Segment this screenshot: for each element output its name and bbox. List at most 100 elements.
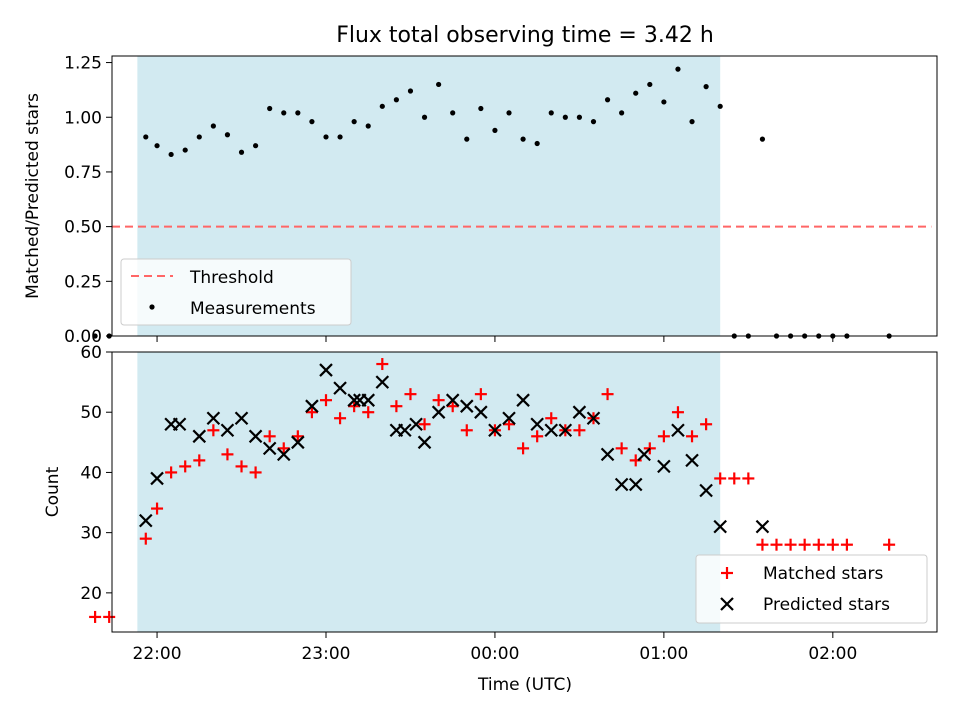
matched-star-marker — [573, 424, 586, 437]
matched-star-marker — [756, 538, 769, 551]
ratio-legend-box — [120, 258, 352, 326]
x-tick-label: 02:00 — [808, 644, 857, 664]
y-tick-label: 0.00 — [64, 327, 102, 347]
measurement-point — [436, 81, 442, 88]
measurement-point — [576, 114, 583, 120]
predicted-star-marker — [417, 435, 432, 450]
matched-star-marker — [615, 442, 628, 455]
measurement-point — [154, 143, 160, 149]
predicted-star-marker — [713, 519, 727, 534]
count-plot-frame — [111, 351, 938, 633]
measurement-point — [492, 127, 498, 133]
measurement-point — [379, 103, 385, 109]
measurement-point — [182, 147, 188, 153]
matched-star-marker — [700, 418, 713, 431]
predicted-star-marker — [361, 393, 376, 407]
measurement-point — [619, 110, 625, 116]
matched-star-marker — [474, 388, 487, 401]
measurement-point — [604, 97, 611, 103]
predicted-star-marker — [347, 393, 361, 407]
matched-star-marker — [277, 442, 290, 455]
measurement-point — [337, 134, 343, 140]
measurement-point — [717, 103, 723, 109]
count-x-axis-label: Time (UTC) — [477, 675, 572, 695]
predicted-star-marker — [671, 423, 685, 438]
matched-star-marker — [432, 394, 445, 407]
predicted-star-marker — [755, 519, 770, 534]
predicted-star-marker — [398, 423, 412, 438]
matched-star-marker — [686, 430, 699, 443]
matched-star-marker — [657, 430, 670, 443]
matched-star-marker — [601, 388, 614, 401]
matched-star-marker — [193, 454, 206, 467]
matched-star-marker — [362, 406, 375, 419]
legend-matched-swatch — [721, 567, 733, 579]
predicted-star-marker — [614, 477, 629, 492]
legend-measurements-label: Measurements — [190, 299, 316, 319]
measurement-point — [365, 123, 371, 129]
count-legend: Matched stars Predicted stars — [695, 554, 928, 624]
measurement-point — [647, 81, 653, 88]
count-y-axis-label: Count — [43, 466, 63, 517]
matched-star-marker — [179, 460, 192, 473]
predicted-star-marker — [558, 423, 573, 438]
predicted-star-marker — [276, 447, 291, 462]
measurement-point — [238, 149, 245, 155]
measurement-point — [196, 134, 202, 140]
measurement-point — [281, 110, 287, 116]
ratio-y-axis-label: Matched/Predicted stars — [23, 93, 43, 299]
measurement-point — [506, 110, 512, 116]
measurement-point — [295, 110, 301, 116]
count-legend-box — [695, 554, 928, 624]
predicted-star-marker — [628, 477, 643, 492]
measurement-point — [309, 119, 315, 125]
measurement-point — [106, 333, 112, 339]
predicted-star-marker — [657, 459, 671, 474]
predicted-star-marker — [600, 447, 615, 462]
y-tick-label: 50 — [80, 403, 102, 423]
measurement-point — [92, 333, 98, 339]
matched-star-marker — [517, 442, 530, 455]
matched-star-marker — [671, 406, 684, 419]
measurement-point — [703, 84, 709, 90]
y-tick-label: 0.75 — [64, 163, 102, 183]
predicted-star-marker — [150, 471, 164, 486]
y-tick-label: 60 — [80, 343, 102, 363]
x-tick-label: 22:00 — [133, 644, 182, 664]
measurement-point — [421, 114, 428, 120]
predicted-star-points — [139, 363, 770, 534]
predicted-star-marker — [305, 399, 319, 413]
predicted-star-marker — [333, 381, 347, 395]
predicted-star-marker — [192, 429, 207, 444]
matched-star-marker — [376, 358, 389, 371]
measurement-point — [464, 136, 470, 142]
measurement-point — [407, 88, 414, 94]
matched-star-marker — [139, 532, 152, 545]
measurement-point — [224, 132, 231, 138]
matched-star-marker — [770, 538, 783, 551]
x-tick-label: 01:00 — [639, 644, 688, 664]
matched-star-marker — [545, 412, 558, 425]
predicted-star-marker — [319, 363, 333, 377]
matched-star-marker — [883, 538, 896, 551]
measurement-point — [759, 136, 766, 142]
measurement-point — [478, 105, 484, 112]
measurement-point — [267, 105, 273, 112]
predicted-star-marker — [637, 447, 651, 462]
matched-star-marker — [249, 466, 262, 479]
predicted-star-marker — [572, 405, 587, 419]
ratio-panel: 0.00 0.25 0.50 0.75 1.00 1.25 Matched/Predict… — [23, 54, 938, 347]
matched-star-marker — [390, 400, 403, 413]
count-x-ticks: 22:00 23:00 00:00 01:00 02:00 — [133, 632, 857, 664]
legend-predicted-swatch — [720, 597, 734, 611]
predicted-star-marker — [699, 483, 713, 498]
matched-star-marker — [305, 406, 318, 419]
predicted-star-marker — [248, 429, 263, 444]
predicted-star-marker — [206, 411, 221, 426]
predicted-star-marker — [502, 411, 516, 426]
measurement-point — [168, 151, 174, 158]
predicted-star-marker — [220, 423, 235, 438]
measurement-point — [689, 119, 695, 125]
matched-star-marker — [826, 538, 839, 551]
matched-star-marker — [263, 430, 276, 443]
